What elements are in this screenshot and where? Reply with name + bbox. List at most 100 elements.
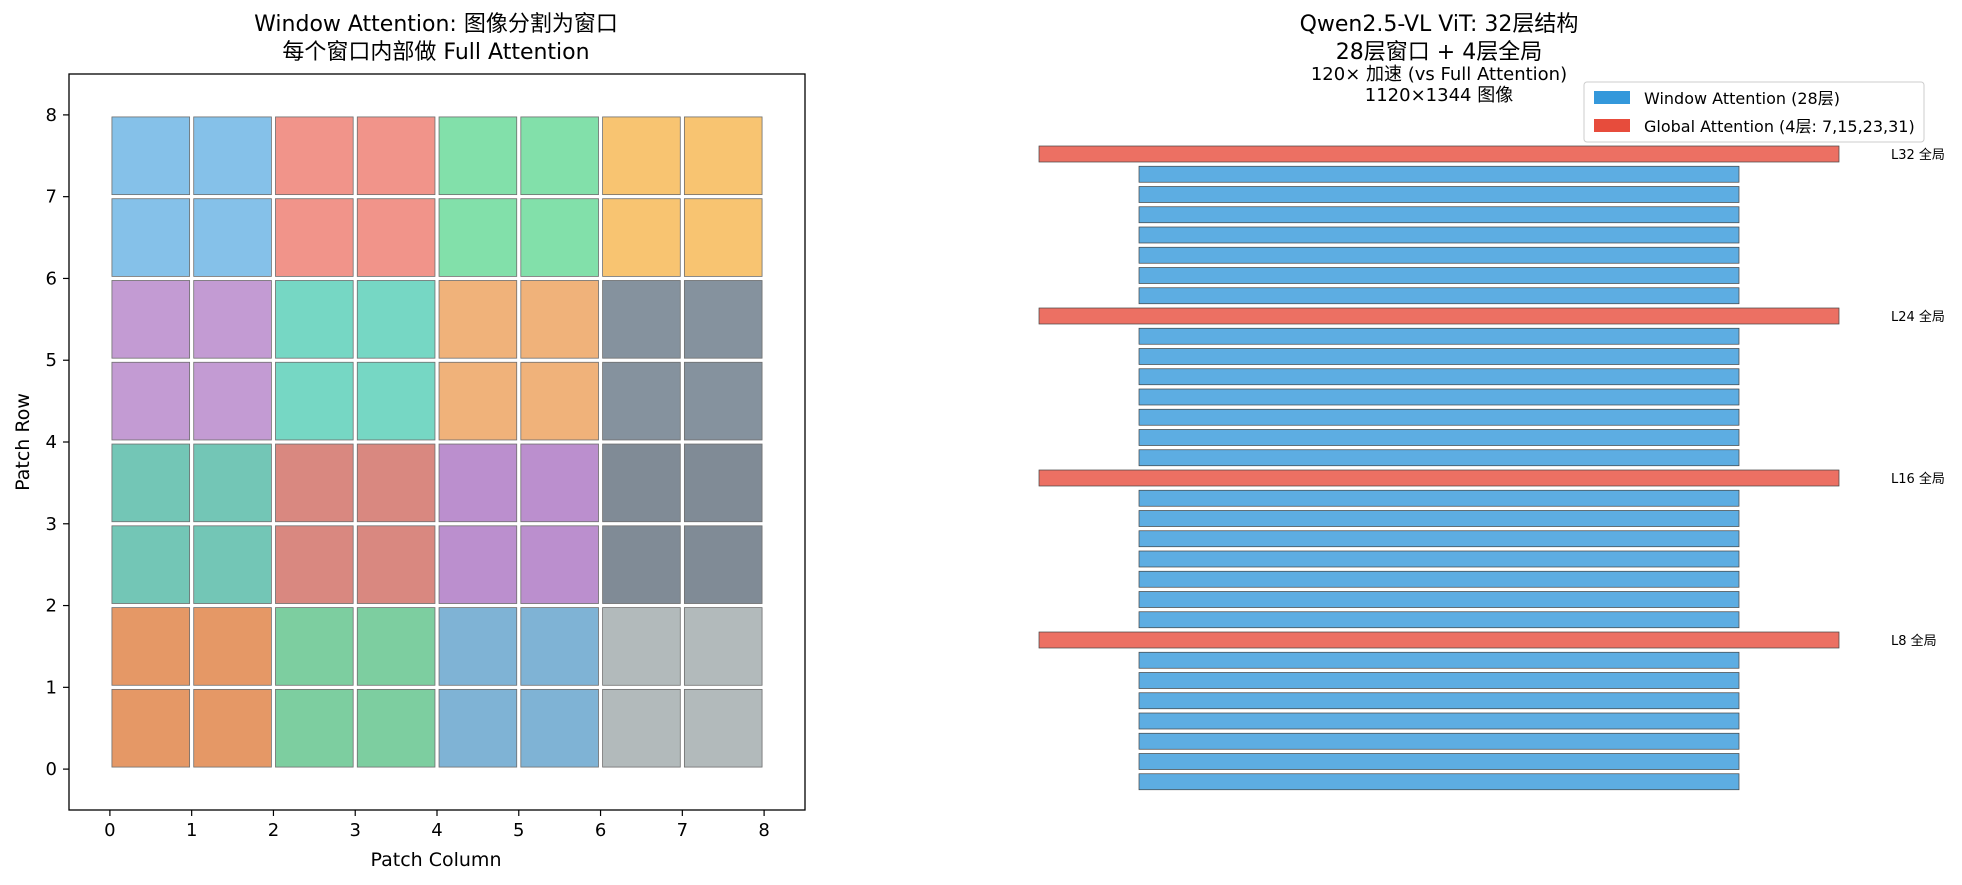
patch-cell (275, 443, 354, 523)
patch-cell (520, 198, 599, 277)
patch-cell (683, 280, 763, 359)
legend-box (1583, 81, 1925, 143)
patch-cell (602, 688, 681, 768)
x-tick-label: 4 (431, 820, 442, 841)
window-attention-panel: Window Attention: 图像分割为窗口 每个窗口内部做 Full A… (12, 12, 806, 871)
x-tick-label: 0 (104, 820, 115, 841)
patch-cell (683, 198, 763, 277)
window-cells (111, 116, 763, 768)
window-layer-bar (1138, 388, 1740, 406)
patch-cell (193, 607, 272, 686)
window-layer-bar (1138, 408, 1740, 426)
patch-cell (275, 688, 354, 768)
patch-cell (438, 525, 518, 604)
global-layer-labels: L32 全局 L24 全局 L16 全局 L8 全局 (1891, 147, 1945, 649)
legend: Window Attention (28层) Global Attention … (1583, 81, 1925, 143)
window-layer-bar (1138, 732, 1740, 750)
window-layer-bar (1138, 327, 1740, 345)
patch-cell (520, 607, 599, 686)
patch-cell (520, 361, 599, 441)
left-subtitle: 每个窗口内部做 Full Attention (282, 40, 589, 65)
y-tick-label: 8 (46, 105, 57, 126)
patch-cell (356, 198, 436, 277)
window-layer-bar (1138, 550, 1740, 568)
left-title: Window Attention: 图像分割为窗口 (254, 12, 618, 37)
patch-cell (438, 688, 518, 768)
patch-cell (602, 361, 681, 441)
window-layer-bar (1138, 712, 1740, 730)
global-layer-label: L8 全局 (1891, 633, 1937, 649)
window-layer-bar (1138, 348, 1740, 365)
patch-cell (683, 361, 763, 441)
window-layer-bar (1138, 611, 1740, 629)
y-tick-label: 1 (46, 677, 57, 698)
patch-cell (520, 443, 599, 523)
legend-swatch-window (1594, 91, 1630, 104)
x-tick-label: 8 (758, 820, 769, 841)
image-size-annotation: 1120×1344 图像 (1365, 85, 1513, 106)
global-layer-bar (1038, 145, 1840, 163)
y-axis-ticks: 0 1 2 3 4 5 6 7 8 (46, 105, 69, 780)
patch-cell (602, 198, 681, 277)
patch-cell (111, 607, 191, 686)
patch-cell (602, 116, 681, 196)
patch-cell (438, 443, 518, 523)
window-layer-bar (1138, 246, 1740, 264)
patch-cell (111, 198, 191, 277)
legend-swatch-global (1594, 119, 1630, 132)
patch-cell (356, 607, 436, 686)
patch-cell (520, 525, 599, 604)
patch-cell (193, 525, 272, 604)
global-layer-bar (1038, 631, 1840, 649)
patch-cell (602, 443, 681, 523)
x-tick-label: 3 (349, 820, 360, 841)
window-layer-bar (1138, 226, 1740, 244)
patch-cell (111, 116, 191, 196)
y-tick-label: 7 (46, 187, 57, 208)
window-layer-bar (1138, 287, 1740, 305)
patch-cell (275, 607, 354, 686)
y-tick-label: 0 (46, 759, 57, 780)
patch-cell (438, 607, 518, 686)
window-layer-bar (1138, 753, 1740, 770)
window-layer-bar (1138, 530, 1740, 548)
patch-cell (602, 525, 681, 604)
window-layer-bar (1138, 651, 1740, 669)
right-title: Qwen2.5-VL ViT: 32层结构 (1300, 12, 1579, 37)
patch-cell (356, 280, 436, 359)
patch-cell (193, 688, 272, 768)
patch-cell (356, 525, 436, 604)
patch-cell (193, 116, 272, 196)
window-layer-bar (1138, 449, 1740, 467)
window-layer-bar (1138, 692, 1740, 710)
window-layer-bar (1138, 591, 1740, 608)
window-layer-bar (1138, 570, 1740, 588)
patch-cell (683, 443, 763, 523)
patch-cell (356, 688, 436, 768)
patch-cell (520, 116, 599, 196)
window-layer-bar (1138, 165, 1740, 183)
patch-cell (356, 361, 436, 441)
patch-cell (193, 361, 272, 441)
x-tick-label: 1 (186, 820, 197, 841)
legend-label-window: Window Attention (28层) (1644, 89, 1840, 108)
global-layer-bar (1038, 307, 1840, 325)
y-tick-label: 2 (46, 596, 57, 617)
patch-cell (111, 688, 191, 768)
patch-cell (683, 525, 763, 604)
patch-cell (438, 280, 518, 359)
patch-cell (275, 361, 354, 441)
patch-cell (520, 280, 599, 359)
patch-cell (438, 116, 518, 196)
patch-cell (356, 116, 436, 196)
patch-cell (438, 361, 518, 441)
x-tick-label: 7 (677, 820, 688, 841)
patch-cell (683, 688, 763, 768)
x-tick-label: 2 (268, 820, 279, 841)
window-layer-bar (1138, 267, 1740, 284)
patch-cell (683, 607, 763, 686)
window-layer-bar (1138, 429, 1740, 446)
global-layer-label: L32 全局 (1891, 147, 1945, 163)
patch-cell (275, 525, 354, 604)
